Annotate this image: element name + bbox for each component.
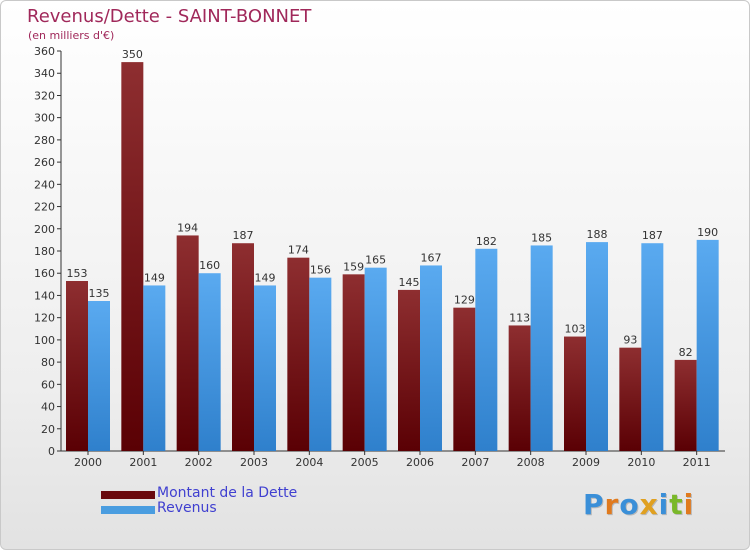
dette-bar — [398, 289, 420, 451]
x-tick-label: 2001 — [129, 456, 157, 469]
y-tick-label: 120 — [34, 312, 55, 325]
revenus-bar — [309, 277, 332, 451]
dette-bar — [232, 243, 254, 451]
dette-bar — [674, 359, 697, 451]
x-tick-label: 2004 — [295, 456, 323, 469]
revenus-bar — [530, 245, 553, 451]
revenus-bar — [364, 267, 387, 451]
x-tick-label: 2003 — [240, 456, 268, 469]
revenus-value-label: 188 — [587, 228, 608, 241]
y-tick-label: 200 — [34, 223, 55, 236]
x-tick-label: 2005 — [351, 456, 379, 469]
dette-value-label: 174 — [288, 244, 309, 257]
revenus-value-label: 149 — [255, 271, 276, 284]
y-tick-label: 40 — [41, 401, 55, 414]
legend-label-dette: Montant de la Dette — [157, 485, 298, 501]
revenus-value-label: 190 — [697, 226, 718, 239]
revenus-value-label: 187 — [642, 229, 663, 242]
dette-value-label: 194 — [177, 221, 198, 234]
y-tick-label: 20 — [41, 423, 55, 436]
y-tick-label: 220 — [34, 201, 55, 214]
legend-swatch-revenus — [101, 506, 155, 514]
x-tick-label: 2009 — [572, 456, 600, 469]
dette-bar — [342, 274, 365, 451]
revenus-bar — [475, 248, 498, 451]
dette-value-label: 82 — [679, 346, 693, 359]
y-tick-label: 100 — [34, 334, 55, 347]
x-tick-label: 2006 — [406, 456, 434, 469]
x-tick-label: 2000 — [74, 456, 102, 469]
y-tick-label: 0 — [48, 445, 55, 458]
y-tick-label: 300 — [34, 112, 55, 125]
y-tick-label: 280 — [34, 134, 55, 147]
revenus-value-label: 182 — [476, 235, 497, 248]
revenus-bar — [586, 242, 608, 451]
y-tick-label: 140 — [34, 289, 55, 302]
revenus-bar — [143, 285, 166, 451]
dette-value-label: 159 — [343, 260, 364, 273]
x-tick-label: 2002 — [185, 456, 213, 469]
revenus-value-label: 156 — [310, 264, 331, 277]
dette-value-label: 350 — [122, 48, 143, 61]
x-tick-label: 2008 — [517, 456, 545, 469]
dette-bar — [564, 336, 586, 451]
dette-value-label: 93 — [623, 334, 637, 347]
revenus-bar — [88, 301, 110, 451]
dette-bar — [287, 257, 310, 451]
revenus-bar — [254, 285, 276, 451]
revenus-value-label: 160 — [199, 259, 220, 272]
y-tick-label: 80 — [41, 356, 55, 369]
y-tick-label: 160 — [34, 267, 55, 280]
y-tick-label: 60 — [41, 378, 55, 391]
revenus-bar — [198, 273, 221, 451]
dette-value-label: 113 — [509, 311, 530, 324]
y-tick-label: 240 — [34, 178, 55, 191]
revenus-bar — [641, 243, 664, 451]
chart-subtitle: (en milliers d'€) — [28, 29, 115, 42]
y-tick-label: 320 — [34, 89, 55, 102]
chart-title: Revenus/Dette - SAINT-BONNET — [27, 6, 312, 27]
legend-label-revenus: Revenus — [157, 500, 217, 516]
x-tick-label: 2010 — [627, 456, 655, 469]
revenus-bar — [696, 239, 719, 451]
y-tick-label: 180 — [34, 245, 55, 258]
y-tick-label: 340 — [34, 67, 55, 80]
dette-bar — [66, 281, 88, 451]
dette-value-label: 187 — [233, 229, 254, 242]
y-tick-label: 360 — [34, 45, 55, 58]
legend-swatch-dette — [101, 491, 155, 499]
proxiti-logo: Proxiti — [583, 488, 695, 521]
dette-bar — [121, 62, 144, 451]
dette-bar — [619, 347, 642, 451]
dette-bar — [176, 235, 199, 451]
dette-value-label: 129 — [454, 294, 475, 307]
revenus-bar — [420, 265, 442, 451]
x-tick-label: 2011 — [683, 456, 711, 469]
revenus-value-label: 149 — [144, 271, 165, 284]
dette-value-label: 145 — [399, 276, 420, 289]
x-tick-label: 2007 — [461, 456, 489, 469]
y-tick-label: 260 — [34, 156, 55, 169]
revenus-value-label: 167 — [421, 251, 442, 264]
revenus-value-label: 165 — [365, 254, 386, 267]
dette-value-label: 153 — [67, 267, 88, 280]
dette-bar — [508, 325, 531, 451]
dette-bar — [453, 307, 476, 451]
revenus-value-label: 135 — [89, 287, 110, 300]
dette-value-label: 103 — [565, 323, 586, 336]
revenus-value-label: 185 — [531, 231, 552, 244]
